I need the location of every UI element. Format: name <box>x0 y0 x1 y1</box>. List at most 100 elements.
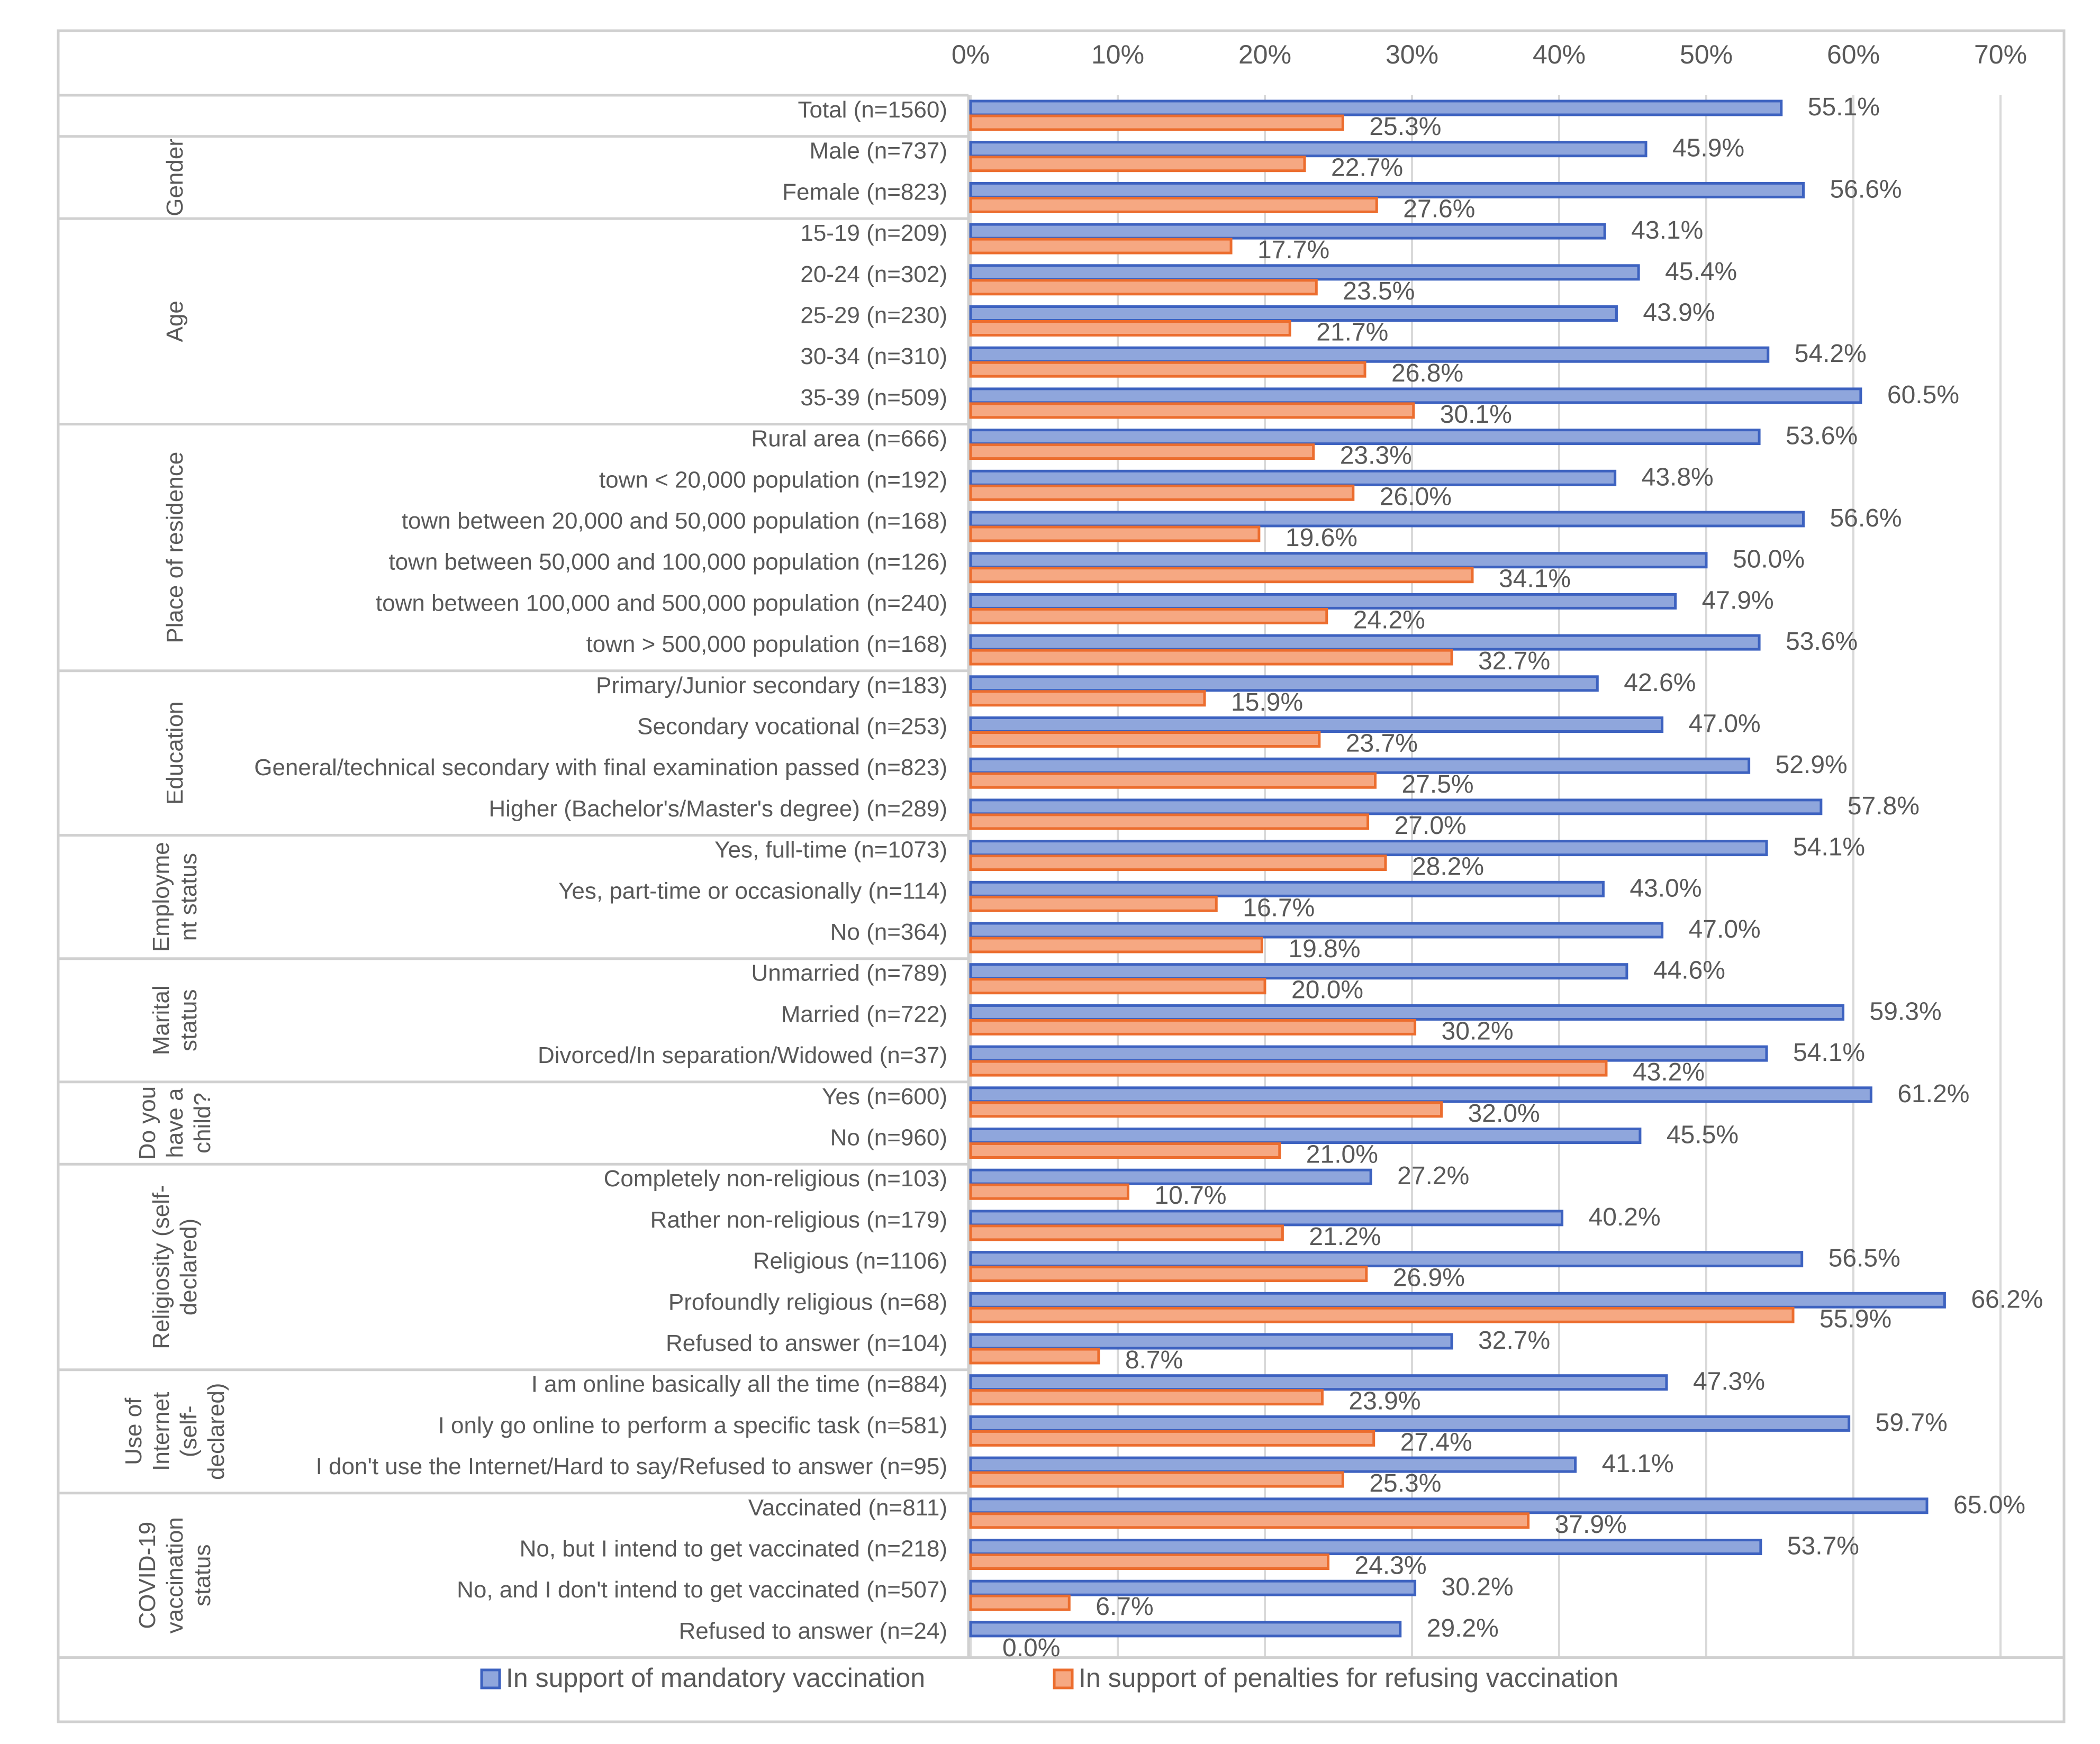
category-label: Rural area (n=666) <box>751 426 947 452</box>
value-label-mandatory: 56.5% <box>1829 1245 1900 1273</box>
bar-penalties <box>969 1224 1284 1241</box>
category-label: town between 100,000 and 500,000 populat… <box>376 590 947 616</box>
value-label-mandatory: 27.2% <box>1397 1162 1469 1190</box>
value-label-mandatory: 40.2% <box>1589 1203 1661 1231</box>
value-label-penalties: 21.0% <box>1306 1141 1378 1169</box>
bar-mandatory-vaccination <box>969 511 1805 528</box>
group-label-line: status <box>176 989 202 1051</box>
category-label: town between 20,000 and 50,000 populatio… <box>402 508 947 534</box>
bar-penalties <box>969 978 1266 995</box>
category-labels: Total (n=1560) Male (n=737) Female (n=823)… <box>254 97 947 1644</box>
value-label-mandatory: 32.7% <box>1478 1327 1550 1355</box>
value-label-penalties: 25.3% <box>1369 113 1441 141</box>
bar-penalties <box>969 937 1263 953</box>
category-label: Female (n=823) <box>782 179 947 205</box>
bar-mandatory-vaccination <box>969 141 1648 158</box>
category-label: Religious (n=1106) <box>753 1248 947 1274</box>
value-label-penalties: 16.7% <box>1243 894 1315 922</box>
category-label: Married (n=722) <box>781 1001 947 1027</box>
category-label: 15-19 (n=209) <box>800 220 947 246</box>
category-label: town < 20,000 population (n=192) <box>599 467 947 493</box>
bar-penalties <box>969 813 1370 830</box>
bar-mandatory-vaccination <box>969 675 1599 692</box>
bar-penalties <box>969 772 1377 789</box>
value-label-mandatory: 47.0% <box>1689 710 1761 738</box>
value-label-penalties: 15.9% <box>1231 688 1303 716</box>
group-label-line: Employme <box>148 842 174 952</box>
bar-penalties <box>969 1430 1375 1447</box>
group-label-employme-nt-status: Employment status <box>148 842 202 952</box>
value-label-penalties: 24.3% <box>1355 1552 1427 1580</box>
group-label-use-of-internet-self-declared: Use ofInternet(self-declared) <box>121 1383 229 1480</box>
bar-mandatory-vaccination <box>969 963 1628 980</box>
value-label-mandatory: 43.0% <box>1630 874 1701 902</box>
value-label-mandatory: 47.9% <box>1702 586 1774 614</box>
bar-penalties <box>969 895 1218 912</box>
value-label-mandatory: 29.2% <box>1427 1614 1499 1642</box>
bar-penalties <box>969 1306 1795 1323</box>
value-label-penalties: 23.7% <box>1346 730 1418 758</box>
bar-mandatory-vaccination <box>969 880 1605 897</box>
bar-mandatory-vaccination <box>969 840 1768 857</box>
bar-penalties <box>969 731 1321 748</box>
category-label: Total (n=1560) <box>798 97 947 123</box>
value-label-mandatory: 47.0% <box>1689 915 1761 943</box>
category-label: Refused to answer (n=24) <box>678 1618 947 1644</box>
value-label-mandatory: 61.2% <box>1897 1080 1969 1108</box>
bar-mandatory-vaccination <box>969 99 1783 116</box>
legend-label-mandatory: In support of mandatory vaccination <box>506 1663 925 1693</box>
value-label-penalties: 27.0% <box>1395 812 1467 840</box>
bar-mandatory-vaccination <box>969 1539 1762 1555</box>
group-label-age: Age <box>162 301 188 342</box>
value-label-penalties: 27.6% <box>1403 195 1475 223</box>
group-label-line: Marital <box>148 985 174 1055</box>
bar-mandatory-vaccination <box>969 1497 1929 1514</box>
legend: In support of mandatory vaccination In su… <box>480 1663 1618 1693</box>
group-label-line: Gender <box>162 139 188 216</box>
value-label-mandatory: 52.9% <box>1776 751 1848 779</box>
value-label-penalties: 23.9% <box>1348 1387 1420 1415</box>
category-label: Rather non-religious (n=179) <box>650 1207 947 1233</box>
bar-penalties <box>969 1142 1281 1159</box>
value-label-mandatory: 57.8% <box>1848 792 1920 820</box>
group-label-do-you-have-a-child: Do youhave achild? <box>134 1086 215 1160</box>
value-label-penalties: 19.8% <box>1288 935 1360 963</box>
bar-mandatory-vaccination <box>969 429 1761 446</box>
category-label: Yes, full-time (n=1073) <box>714 837 947 863</box>
value-label-mandatory: 53.7% <box>1787 1532 1859 1560</box>
category-label: I only go online to perform a specific t… <box>438 1412 947 1438</box>
bars <box>969 99 1946 1638</box>
category-label: 20-24 (n=302) <box>800 261 947 287</box>
value-label-penalties: 0.0% <box>1002 1634 1060 1662</box>
category-label: No, but I intend to get vaccinated (n=21… <box>520 1536 947 1562</box>
x-tick-label: 40% <box>1533 40 1586 69</box>
category-label: town > 500,000 population (n=168) <box>586 631 947 657</box>
bar-penalties <box>969 279 1318 296</box>
value-label-mandatory: 53.6% <box>1786 628 1858 656</box>
value-label-mandatory: 47.3% <box>1693 1368 1765 1396</box>
value-label-mandatory: 42.6% <box>1624 669 1696 697</box>
value-label-penalties: 21.7% <box>1316 319 1388 347</box>
bar-penalties <box>969 196 1378 213</box>
bar-mandatory-vaccination <box>969 1168 1372 1185</box>
category-label: Profoundly religious (n=68) <box>668 1289 947 1315</box>
bar-mandatory-vaccination <box>969 387 1862 404</box>
category-label: Completely non-religious (n=103) <box>604 1166 947 1192</box>
value-label-penalties: 22.7% <box>1331 154 1403 182</box>
x-tick-label: 10% <box>1091 40 1144 69</box>
value-labels: 55.1% 25.3% 45.9% 22.7% 56.6% 27.6% 43.1% 17.7%… <box>1002 93 2043 1662</box>
value-label-penalties: 19.6% <box>1286 524 1357 552</box>
value-label-mandatory: 59.3% <box>1870 997 1942 1025</box>
bar-penalties <box>969 1389 1324 1406</box>
value-label-penalties: 26.0% <box>1380 483 1452 511</box>
value-label-mandatory: 66.2% <box>1971 1285 2043 1313</box>
bar-mandatory-vaccination <box>969 593 1677 610</box>
value-label-mandatory: 54.1% <box>1793 833 1865 861</box>
bar-penalties <box>969 1183 1129 1200</box>
legend-label-penalties: In support of penalties for refusing vac… <box>1079 1663 1618 1693</box>
bar-mandatory-vaccination <box>969 1086 1872 1103</box>
group-label-line: Place of residence <box>162 452 188 643</box>
group-label-line: child? <box>189 1093 215 1153</box>
